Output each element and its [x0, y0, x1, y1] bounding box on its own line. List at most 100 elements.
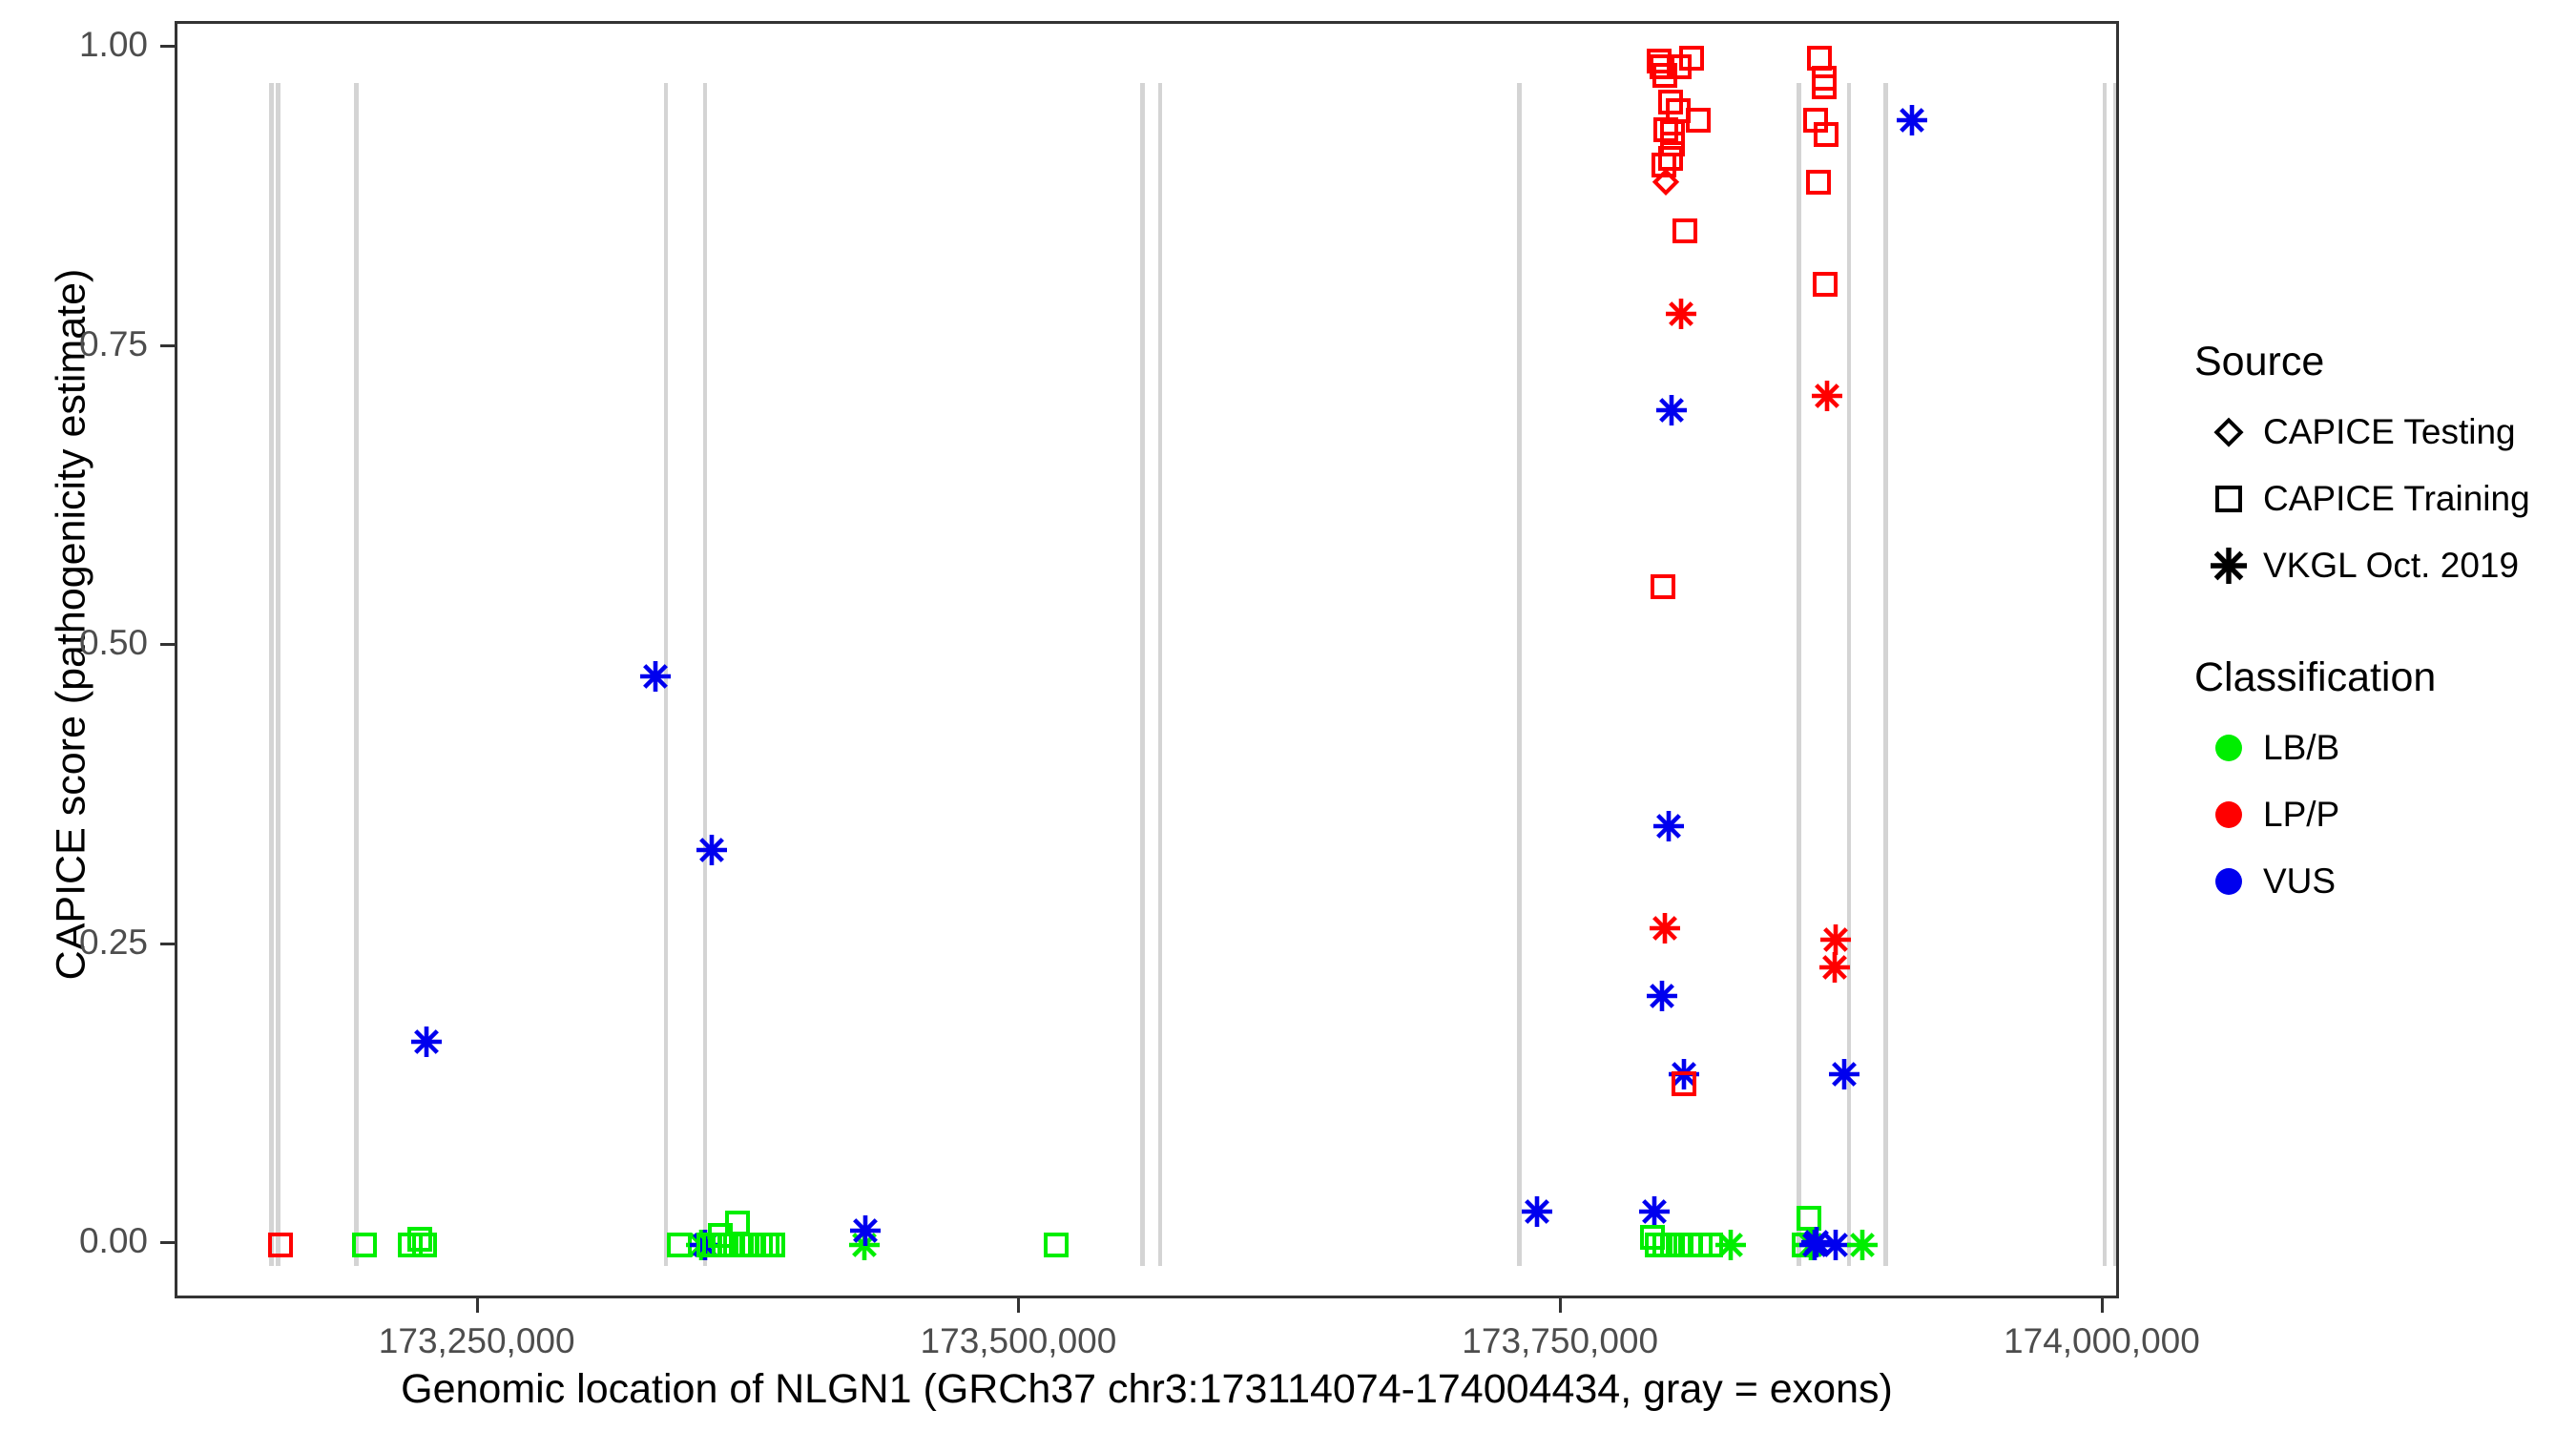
- legend-label-training: CAPICE Training: [2263, 479, 2530, 518]
- exon-marker: [276, 83, 280, 1266]
- data-point: [1043, 1233, 1069, 1257]
- legend-key-testing: [2194, 399, 2263, 466]
- point-marker-dot: [2215, 801, 2242, 828]
- legend-key-training: [2194, 466, 2263, 532]
- exon-marker: [1846, 83, 1852, 1266]
- data-point: [1672, 1070, 1697, 1096]
- data-point: [1811, 380, 1843, 412]
- plot-area: [177, 24, 2116, 1296]
- data-point: [754, 1233, 779, 1257]
- data-point: [718, 1233, 744, 1257]
- data-point: [1646, 980, 1678, 1012]
- exon-marker: [1797, 83, 1801, 1266]
- data-point: [411, 1233, 437, 1257]
- legend-item-lp-p[interactable]: LP/P: [2194, 781, 2576, 848]
- data-point: [696, 834, 728, 866]
- y-tick-label: 0.50: [78, 623, 148, 662]
- data-point: [685, 1229, 717, 1261]
- y-tick-mark: [160, 942, 175, 945]
- legend-key-vkgl: [2194, 532, 2263, 599]
- y-tick-mark: [160, 1241, 175, 1244]
- data-point: [740, 1233, 766, 1257]
- data-point: [1653, 117, 1679, 143]
- y-tick-label: 0.25: [78, 922, 148, 962]
- data-point: [1651, 152, 1676, 177]
- legend-label-lp-p: LP/P: [2263, 795, 2340, 834]
- legend-item-testing[interactable]: CAPICE Testing: [2194, 399, 2576, 466]
- x-axis-label: Genomic location of NLGN1 (GRCh37 chr3:1…: [401, 1366, 1893, 1412]
- legend-label-lb-b: LB/B: [2263, 728, 2340, 767]
- data-point: [735, 1233, 760, 1257]
- data-point: [1798, 1229, 1831, 1261]
- data-point: [1806, 170, 1832, 196]
- data-point: [707, 1222, 733, 1248]
- data-point: [1638, 1195, 1671, 1228]
- data-point: [1647, 48, 1672, 73]
- y-tick-label: 0.00: [78, 1221, 148, 1260]
- data-point: [1659, 1233, 1685, 1257]
- exon-marker: [1517, 83, 1523, 1266]
- legend-item-lb-b[interactable]: LB/B: [2194, 715, 2576, 781]
- x-tick-mark: [2100, 1298, 2104, 1313]
- point-marker-diamond: [2213, 417, 2244, 447]
- legend-item-training[interactable]: CAPICE Training: [2194, 466, 2576, 532]
- data-point: [1665, 98, 1691, 124]
- legend-item-vus[interactable]: VUS: [2194, 848, 2576, 915]
- legend-key-lp-p: [2194, 781, 2263, 848]
- data-point: [1655, 394, 1688, 426]
- legend-key-vus: [2194, 848, 2263, 915]
- exon-marker: [1140, 83, 1145, 1266]
- data-point: [729, 1233, 755, 1257]
- exon-marker: [702, 83, 708, 1266]
- exon-marker: [2113, 83, 2116, 1266]
- data-point: [1697, 1233, 1723, 1257]
- legend-label-vus: VUS: [2263, 861, 2337, 901]
- x-tick-label: 173,500,000: [920, 1321, 1117, 1360]
- legend-item-vkgl[interactable]: VKGL Oct. 2019: [2194, 532, 2576, 599]
- legend: Source CAPICE Testing CAPICE Training VKGL…: [2194, 339, 2576, 970]
- data-point: [849, 1214, 882, 1247]
- x-tick-mark: [1017, 1298, 1021, 1313]
- data-point: [666, 1233, 692, 1257]
- data-point: [1659, 119, 1685, 145]
- data-point: [407, 1226, 433, 1252]
- legend-label-testing: CAPICE Testing: [2263, 412, 2516, 451]
- legend-title-classification: Classification: [2194, 654, 2437, 700]
- data-point: [1652, 62, 1677, 88]
- exon-marker: [269, 83, 274, 1266]
- data-point: [1649, 53, 1674, 79]
- y-tick-mark: [160, 643, 175, 646]
- legend-title-source: Source: [2194, 339, 2325, 384]
- data-point: [1668, 1058, 1700, 1090]
- data-point: [1668, 1233, 1693, 1257]
- x-tick-label: 173,250,000: [378, 1321, 575, 1360]
- data-point: [1811, 66, 1837, 92]
- data-point: [1657, 146, 1683, 172]
- exon-marker: [1157, 83, 1163, 1266]
- legend-group-source: Source CAPICE Testing CAPICE Training VKGL…: [2194, 339, 2576, 599]
- legend-rows-classification: LB/B LP/P VUS: [2194, 715, 2576, 915]
- data-point: [1644, 1233, 1670, 1257]
- data-point: [1652, 1233, 1677, 1257]
- point-marker-asterisk: [2210, 547, 2248, 585]
- data-point: [712, 1233, 737, 1257]
- point-marker-dot: [2215, 735, 2242, 761]
- data-point: [724, 1211, 750, 1236]
- data-point: [1828, 1058, 1860, 1090]
- legend-group-classification: Classification LB/B LP/P VUS: [2194, 654, 2576, 915]
- data-point: [1812, 272, 1838, 298]
- y-tick-mark: [160, 343, 175, 347]
- data-point: [1792, 1233, 1818, 1257]
- plot-panel: [175, 21, 2119, 1298]
- point-marker-square: [2215, 486, 2242, 512]
- data-point: [1649, 912, 1681, 944]
- data-point: [760, 1233, 786, 1257]
- data-point: [1665, 298, 1697, 330]
- x-tick-mark: [1559, 1298, 1563, 1313]
- y-tick-label: 1.00: [78, 25, 148, 64]
- data-point: [1814, 122, 1839, 148]
- y-tick-label: 0.75: [78, 323, 148, 363]
- data-point: [1807, 46, 1833, 72]
- data-point: [1802, 108, 1828, 134]
